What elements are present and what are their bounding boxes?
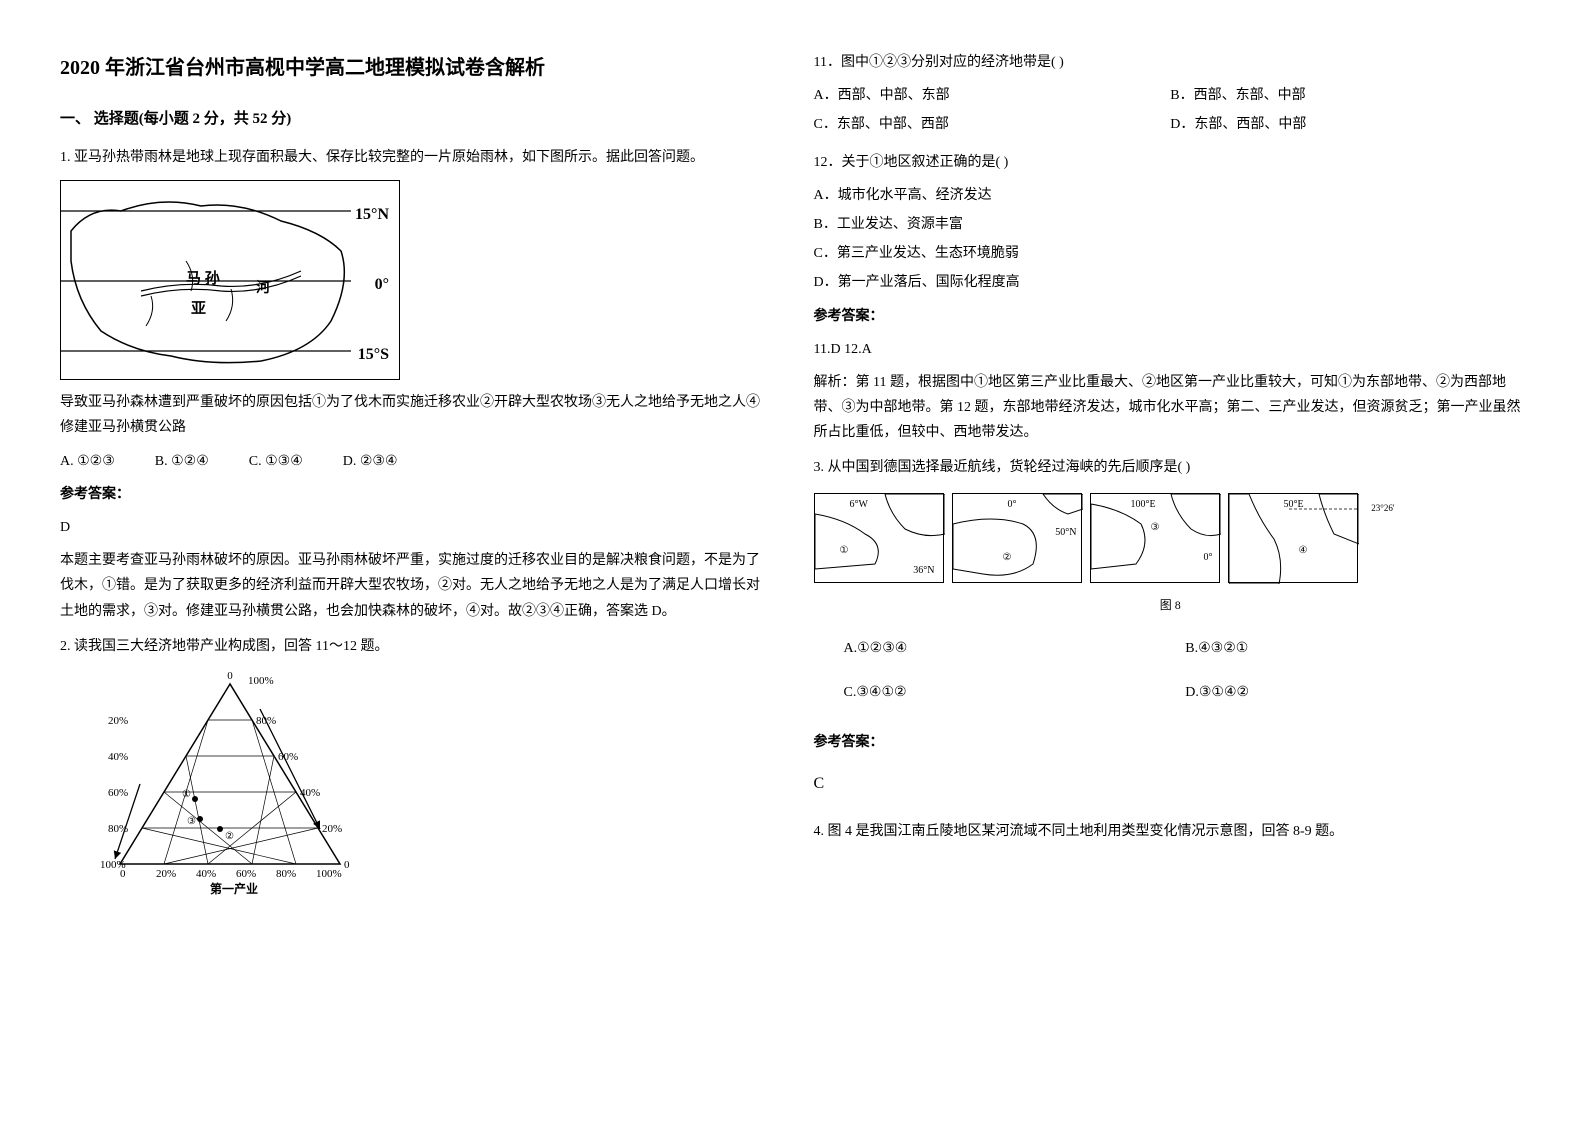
s4-lat: 23°26' bbox=[1371, 500, 1394, 516]
s3-num: ③ bbox=[1151, 519, 1160, 537]
lat-0-label: 0° bbox=[375, 271, 389, 300]
strait-box-1: 6°W ① 36°N bbox=[814, 493, 944, 583]
svg-text:40%: 40% bbox=[300, 787, 320, 799]
s4-top: 50°E bbox=[1284, 496, 1304, 514]
river-name: 河 bbox=[256, 276, 270, 301]
svg-text:100%: 100% bbox=[316, 868, 342, 880]
q1-opt-c: C. ①③④ bbox=[249, 449, 303, 474]
amazon-map-svg bbox=[61, 181, 401, 381]
q1-answer: D bbox=[60, 515, 774, 540]
section-header: 一、 选择题(每小题 2 分，共 52 分) bbox=[60, 106, 774, 133]
q3-opt-d: D.③①④② bbox=[1185, 680, 1527, 705]
lat-s-label: 15°S bbox=[358, 341, 389, 370]
svg-text:60%: 60% bbox=[278, 751, 298, 763]
svg-text:40%: 40% bbox=[108, 751, 128, 763]
q1-stem: 导致亚马孙森林遭到严重破坏的原因包括①为了伐木而实施迁移农业②开辟大型农牧场③无… bbox=[60, 390, 774, 440]
strait-box-3: 100°E ③ 0° bbox=[1090, 493, 1220, 583]
q3-text: 3. 从中国到德国选择最近航线，货轮经过海峡的先后顺序是( ) bbox=[814, 455, 1528, 480]
river-label: 马 孙 bbox=[186, 266, 220, 293]
q1-answer-label: 参考答案： bbox=[60, 482, 774, 507]
svg-text:100%: 100% bbox=[248, 675, 274, 687]
svg-text:20%: 20% bbox=[108, 715, 128, 727]
question-11: 11．图中①②③分别对应的经济地带是( ) A．西部、中部、东部 B．西部、东部… bbox=[814, 50, 1528, 142]
q3-answer: C bbox=[814, 770, 1528, 799]
q3-opt-a: A.①②③④ bbox=[844, 636, 1186, 661]
svg-text:③: ③ bbox=[187, 816, 196, 827]
q3-answer-label: 参考答案： bbox=[814, 730, 1528, 755]
svg-text:第一产业: 第一产业 bbox=[210, 881, 258, 896]
svg-text:80%: 80% bbox=[276, 868, 296, 880]
strait-box-2: 0° ② 50°N bbox=[952, 493, 1082, 583]
q11-opt-d: D．东部、西部、中部 bbox=[1170, 112, 1527, 137]
s4-num: ④ bbox=[1299, 542, 1308, 560]
q3-opt-c: C.③④①② bbox=[844, 680, 1186, 705]
s2-num: ② bbox=[1003, 549, 1012, 567]
s2-top: 0° bbox=[1008, 496, 1017, 514]
q12-opt-c: C．第三产业发达、生态环境脆弱 bbox=[814, 241, 1528, 266]
strait-caption: 图 8 bbox=[814, 595, 1528, 617]
triangle-svg: ① ② ③ 0 100% 20% 40% 60% 80% 100% 80% 60… bbox=[100, 669, 360, 899]
q11-opt-a: A．西部、中部、东部 bbox=[814, 83, 1171, 108]
q12-opt-a: A．城市化水平高、经济发达 bbox=[814, 183, 1528, 208]
q1-text: 1. 亚马孙热带雨林是地球上现存面积最大、保存比较完整的一片原始雨林，如下图所示… bbox=[60, 145, 774, 170]
s1-num: ① bbox=[840, 542, 849, 560]
s3-top: 100°E bbox=[1131, 496, 1156, 514]
svg-text:②: ② bbox=[225, 831, 234, 842]
strait-box-4: 50°E ④ 23°26' bbox=[1228, 493, 1358, 583]
right-column: 11．图中①②③分别对应的经济地带是( ) A．西部、中部、东部 B．西部、东部… bbox=[814, 50, 1528, 907]
region-label: 亚 bbox=[191, 296, 206, 323]
q12-text: 12．关于①地区叙述正确的是( ) bbox=[814, 150, 1528, 175]
q11-text: 11．图中①②③分别对应的经济地带是( ) bbox=[814, 50, 1528, 75]
question-1: 1. 亚马孙热带雨林是地球上现存面积最大、保存比较完整的一片原始雨林，如下图所示… bbox=[60, 145, 774, 624]
svg-text:60%: 60% bbox=[108, 787, 128, 799]
svg-text:20%: 20% bbox=[322, 823, 342, 835]
svg-text:①: ① bbox=[182, 789, 191, 800]
q1-opt-d: D. ②③④ bbox=[343, 449, 398, 474]
question-12: 12．关于①地区叙述正确的是( ) A．城市化水平高、经济发达 B．工业发达、资… bbox=[814, 150, 1528, 446]
svg-text:0: 0 bbox=[120, 868, 126, 880]
question-2: 2. 读我国三大经济地带产业构成图，回答 11～12 题。 ① bbox=[60, 634, 774, 899]
s2-right: 50°N bbox=[1055, 524, 1076, 542]
q12-explanation: 解析：第 11 题，根据图中①地区第三产业比重最大、②地区第一产业比重较大，可知… bbox=[814, 370, 1528, 446]
q1-explanation: 本题主要考查亚马孙雨林破坏的原因。亚马孙雨林破坏严重，实施过度的迁移农业目的是解… bbox=[60, 548, 774, 624]
q3-options: A.①②③④ B.④③②① C.③④①② D.③①④② bbox=[814, 636, 1528, 709]
svg-text:40%: 40% bbox=[196, 868, 216, 880]
svg-text:0: 0 bbox=[227, 670, 233, 682]
lat-n-label: 15°N bbox=[355, 201, 389, 230]
q3-opt-b: B.④③②① bbox=[1185, 636, 1527, 661]
s3-right: 0° bbox=[1204, 549, 1213, 567]
exam-title: 2020 年浙江省台州市高枧中学高二地理模拟试卷含解析 bbox=[60, 50, 774, 86]
svg-text:60%: 60% bbox=[236, 868, 256, 880]
q4-text: 4. 图 4 是我国江南丘陵地区某河流域不同土地利用类型变化情况示意图，回答 8… bbox=[814, 819, 1528, 844]
q11-opt-c: C．东部、中部、西部 bbox=[814, 112, 1171, 137]
q12-opt-d: D．第一产业落后、国际化程度高 bbox=[814, 270, 1528, 295]
q1-opt-a: A. ①②③ bbox=[60, 449, 115, 474]
svg-text:0: 0 bbox=[344, 859, 350, 871]
q2-text: 2. 读我国三大经济地带产业构成图，回答 11～12 题。 bbox=[60, 634, 774, 659]
q1-opt-b: B. ①②④ bbox=[155, 449, 209, 474]
q12-answer: 11.D 12.A bbox=[814, 337, 1528, 362]
q11-opt-b: B．西部、东部、中部 bbox=[1170, 83, 1527, 108]
question-4: 4. 图 4 是我国江南丘陵地区某河流域不同土地利用类型变化情况示意图，回答 8… bbox=[814, 819, 1528, 844]
question-3: 3. 从中国到德国选择最近航线，货轮经过海峡的先后顺序是( ) 6°W ① 36… bbox=[814, 455, 1528, 798]
q12-answer-label: 参考答案： bbox=[814, 304, 1528, 329]
q12-opt-b: B．工业发达、资源丰富 bbox=[814, 212, 1528, 237]
s1-top: 6°W bbox=[850, 496, 868, 514]
q12-options: A．城市化水平高、经济发达 B．工业发达、资源丰富 C．第三产业发达、生态环境脆… bbox=[814, 183, 1528, 296]
strait-figure: 6°W ① 36°N 0° ② 50°N 100°E ③ bbox=[814, 493, 1528, 583]
left-column: 2020 年浙江省台州市高枧中学高二地理模拟试卷含解析 一、 选择题(每小题 2… bbox=[60, 50, 774, 907]
triangle-figure: ① ② ③ 0 100% 20% 40% 60% 80% 100% 80% 60… bbox=[100, 669, 360, 899]
q11-options: A．西部、中部、东部 B．西部、东部、中部 C．东部、中部、西部 D．东部、西部… bbox=[814, 83, 1528, 141]
amazon-map-figure: 15°N 0° 15°S 马 孙 亚 河 bbox=[60, 180, 400, 380]
s1-bottom: 36°N bbox=[913, 562, 934, 580]
svg-text:20%: 20% bbox=[156, 868, 176, 880]
q1-options: A. ①②③ B. ①②④ C. ①③④ D. ②③④ bbox=[60, 449, 774, 474]
